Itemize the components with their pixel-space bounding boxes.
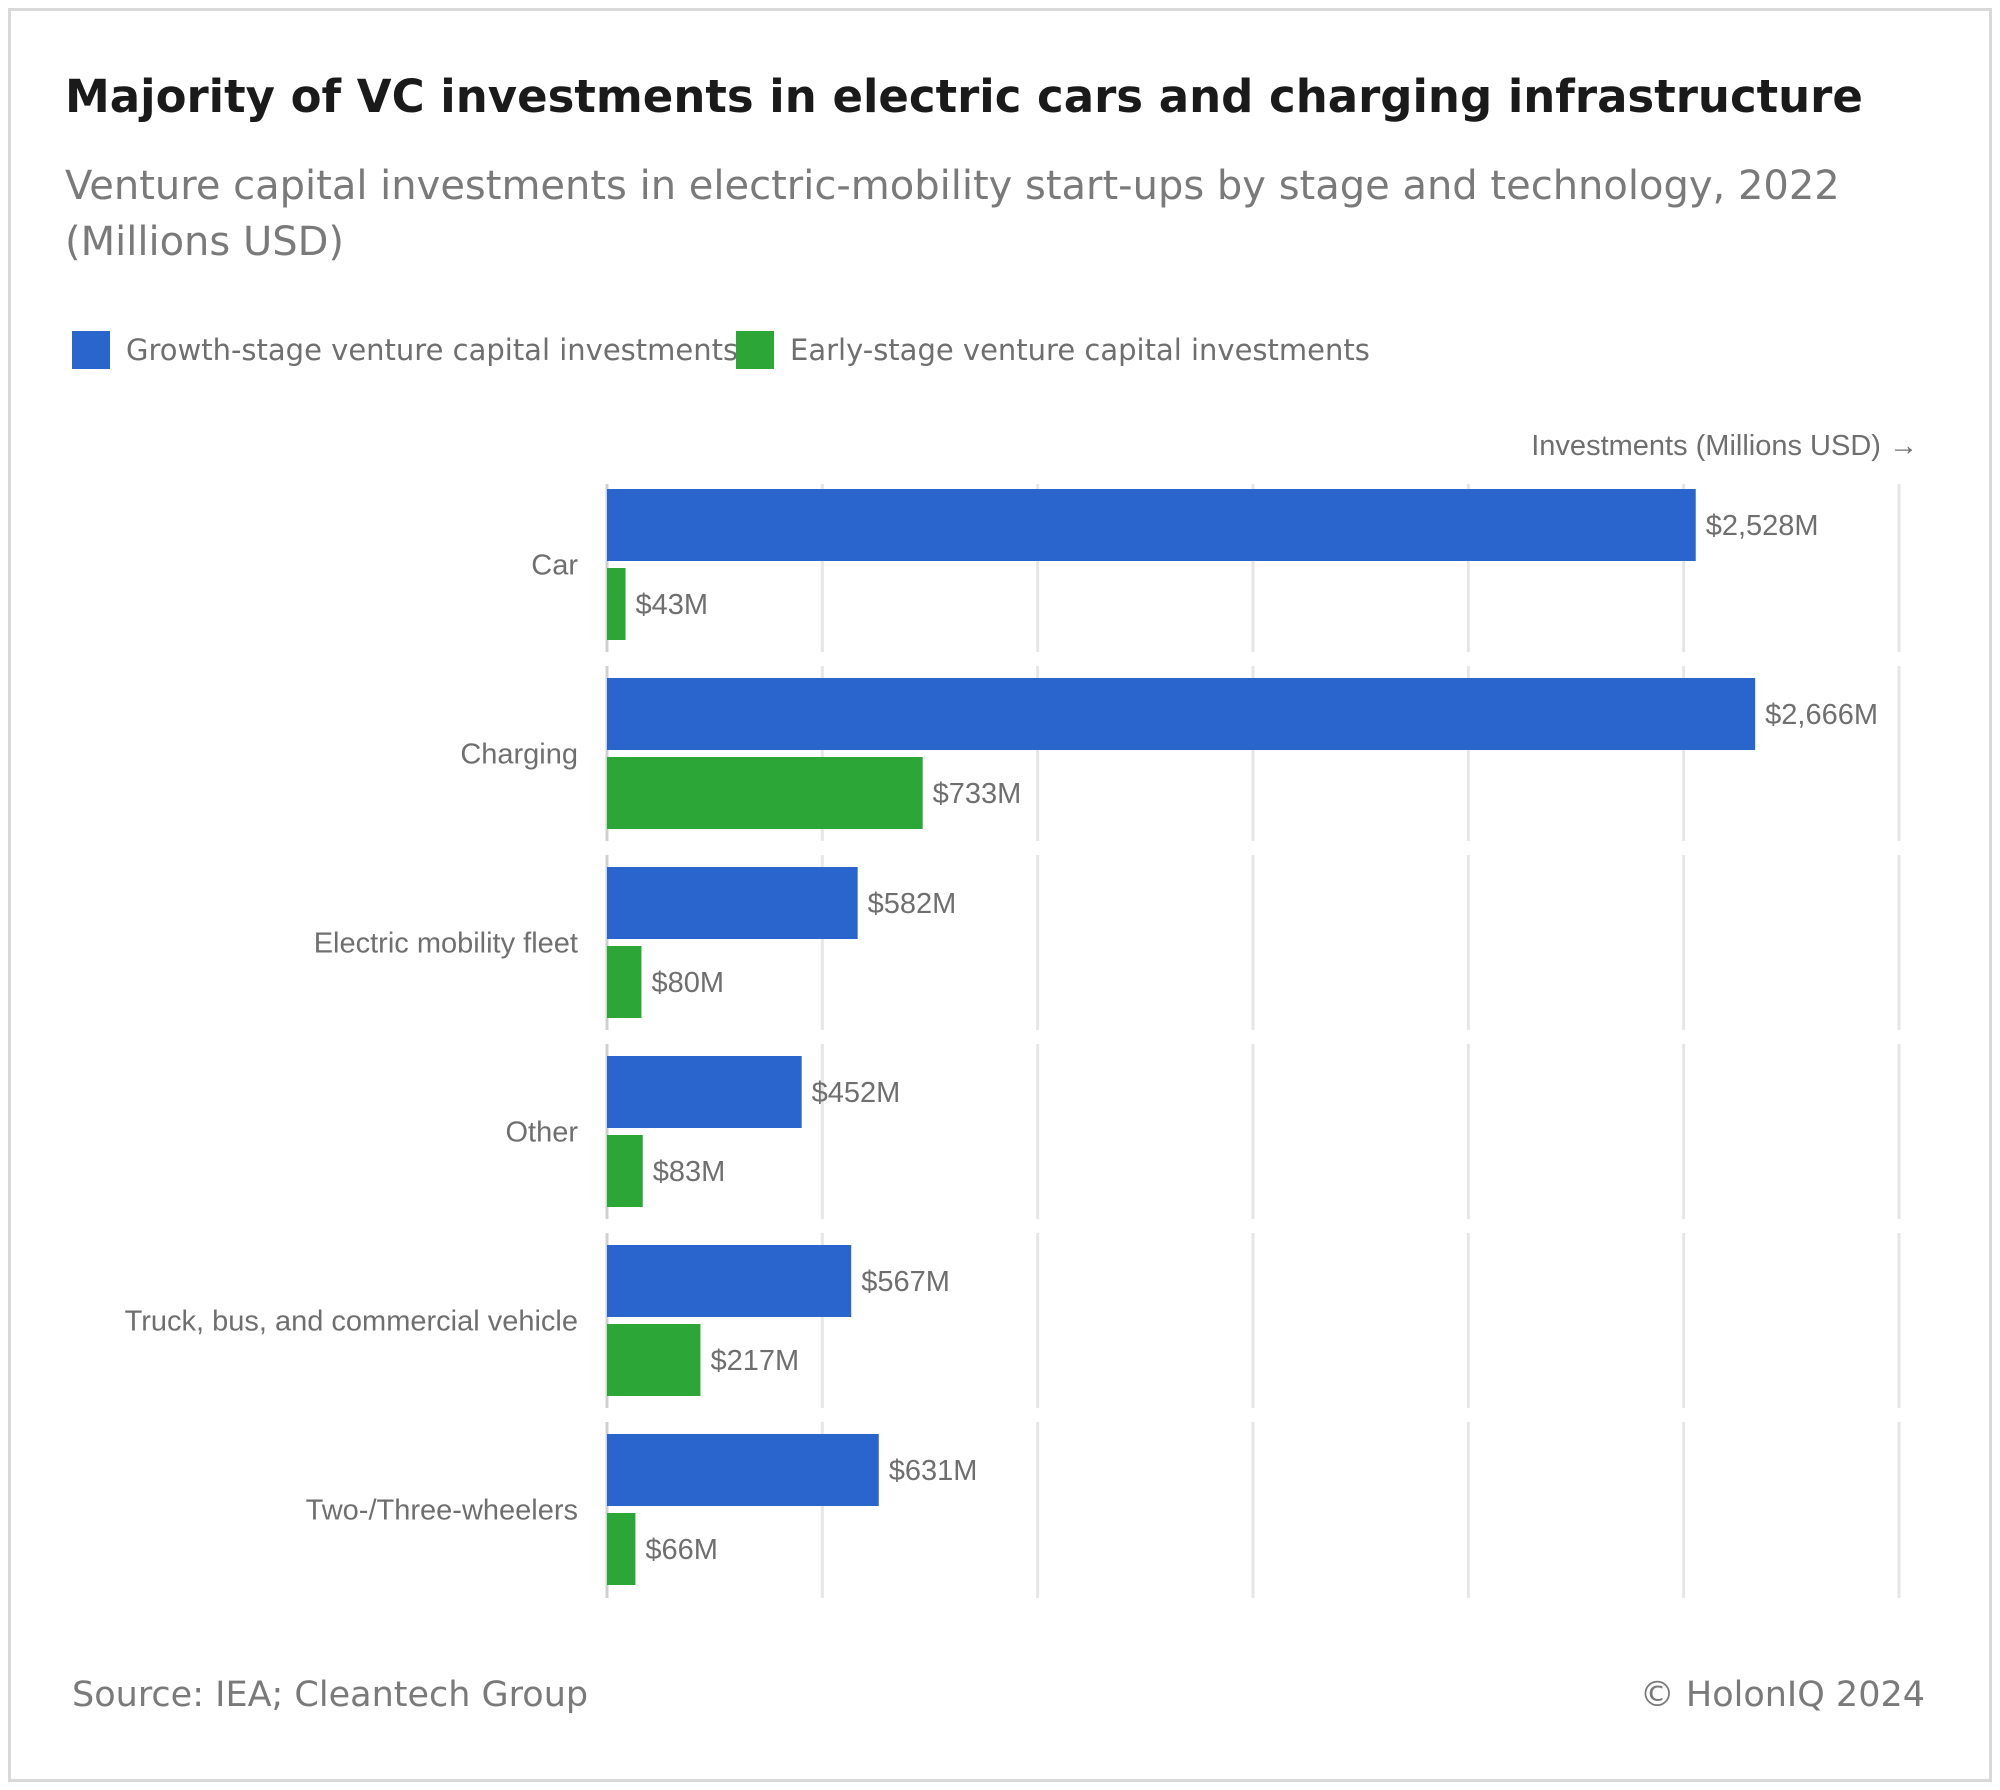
- bar-early-stage: [607, 1135, 643, 1207]
- category-label: Other: [505, 1117, 578, 1149]
- data-label: $217M: [710, 1345, 799, 1377]
- bar-early-stage: [607, 1513, 636, 1585]
- data-label: $567M: [861, 1266, 950, 1298]
- source-note: Source: IEA; Cleantech Group: [72, 1675, 589, 1715]
- bar-growth-stage: [607, 1245, 852, 1317]
- bar-early-stage: [607, 946, 642, 1018]
- data-label: $452M: [812, 1077, 901, 1109]
- data-label: $631M: [889, 1455, 978, 1487]
- legend-label-growth-stage: Growth-stage venture capital investments: [126, 333, 739, 367]
- legend-label-early-stage: Early-stage venture capital investments: [790, 333, 1370, 367]
- category-label: Electric mobility fleet: [314, 928, 578, 960]
- data-label: $2,666M: [1765, 699, 1878, 731]
- bar-early-stage: [607, 757, 923, 829]
- category-label: Truck, bus, and commercial vehicle: [125, 1306, 578, 1338]
- data-label: $43M: [636, 589, 709, 621]
- chart-subtitle: Venture capital investments in electric-…: [65, 163, 1840, 265]
- legend-item-early-stage: Early-stage venture capital investments: [736, 330, 1370, 370]
- category-label: Car: [531, 550, 578, 582]
- bar-growth-stage: [607, 489, 1696, 561]
- category-label: Charging: [460, 739, 578, 771]
- data-label: $80M: [651, 967, 724, 999]
- bar-growth-stage: [607, 867, 858, 939]
- copyright-note: © HolonIQ 2024: [1639, 1675, 1925, 1715]
- chart-card: [8, 8, 1992, 1782]
- bar-growth-stage: [607, 678, 1756, 750]
- bar-growth-stage: [607, 1056, 802, 1128]
- chart-title: Majority of VC investments in electric c…: [65, 70, 1863, 123]
- legend-swatch-early-stage: [736, 331, 774, 369]
- data-label: $2,528M: [1706, 510, 1819, 542]
- bar-growth-stage: [607, 1434, 879, 1506]
- legend-item-growth-stage: Growth-stage venture capital investments: [72, 330, 738, 370]
- bar-early-stage: [607, 1324, 701, 1396]
- bar-early-stage: [607, 568, 626, 640]
- data-label: $733M: [933, 778, 1022, 810]
- category-label: Two-/Three-wheelers: [306, 1495, 578, 1527]
- data-label: $83M: [653, 1156, 726, 1188]
- data-label: $582M: [868, 888, 957, 920]
- data-label: $66M: [645, 1534, 718, 1566]
- legend-swatch-growth-stage: [72, 331, 110, 369]
- x-axis-label: Investments (Millions USD) →: [1531, 430, 1918, 462]
